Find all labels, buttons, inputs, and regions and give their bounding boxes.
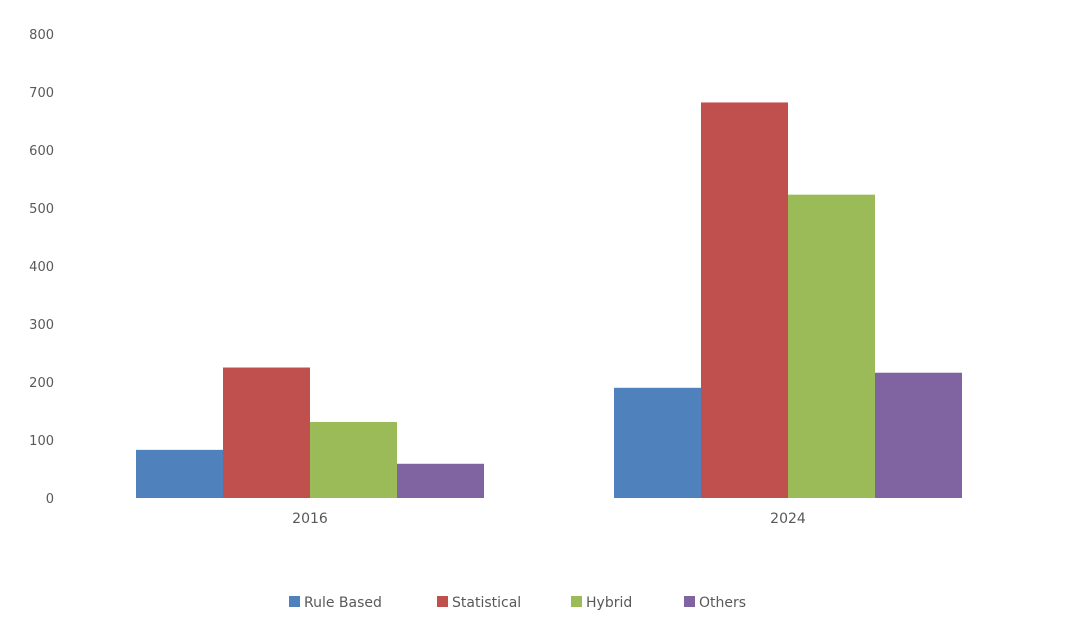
bars [136,102,962,498]
bar-others-2016 [397,463,484,498]
y-tick-label-200: 200 [29,376,54,391]
bar-rule-based-2016 [136,449,223,498]
legend-swatch-statistical [437,596,448,607]
y-tick-label-400: 400 [29,260,54,275]
bar-statistical-2024 [701,102,788,498]
bar-rule-based-2024 [614,387,701,498]
x-category-label-2016: 2016 [292,511,328,527]
y-axis: 0 100 200 300 400 500 600 700 800 [29,28,54,507]
legend-swatch-rule-based [289,596,300,607]
legend-label-others: Others [699,595,746,611]
legend-label-rule-based: Rule Based [304,595,382,611]
y-tick-label-800: 800 [29,28,54,43]
y-tick-label-600: 600 [29,144,54,159]
bar-others-2024 [875,372,962,498]
legend-swatch-others [684,596,695,607]
y-tick-label-300: 300 [29,318,54,333]
bar-statistical-2016 [223,367,310,498]
y-tick-label-100: 100 [29,434,54,449]
legend: Rule Based Statistical Hybrid Others [289,595,746,611]
y-tick-label-700: 700 [29,86,54,101]
y-tick-label-0: 0 [46,492,54,507]
legend-label-hybrid: Hybrid [586,595,632,611]
legend-swatch-hybrid [571,596,582,607]
legend-label-statistical: Statistical [452,595,521,611]
bar-hybrid-2016 [310,422,397,498]
y-tick-label-500: 500 [29,202,54,217]
x-axis: 2016 2024 [292,511,806,527]
bar-hybrid-2024 [788,194,875,498]
x-category-label-2024: 2024 [770,511,806,527]
